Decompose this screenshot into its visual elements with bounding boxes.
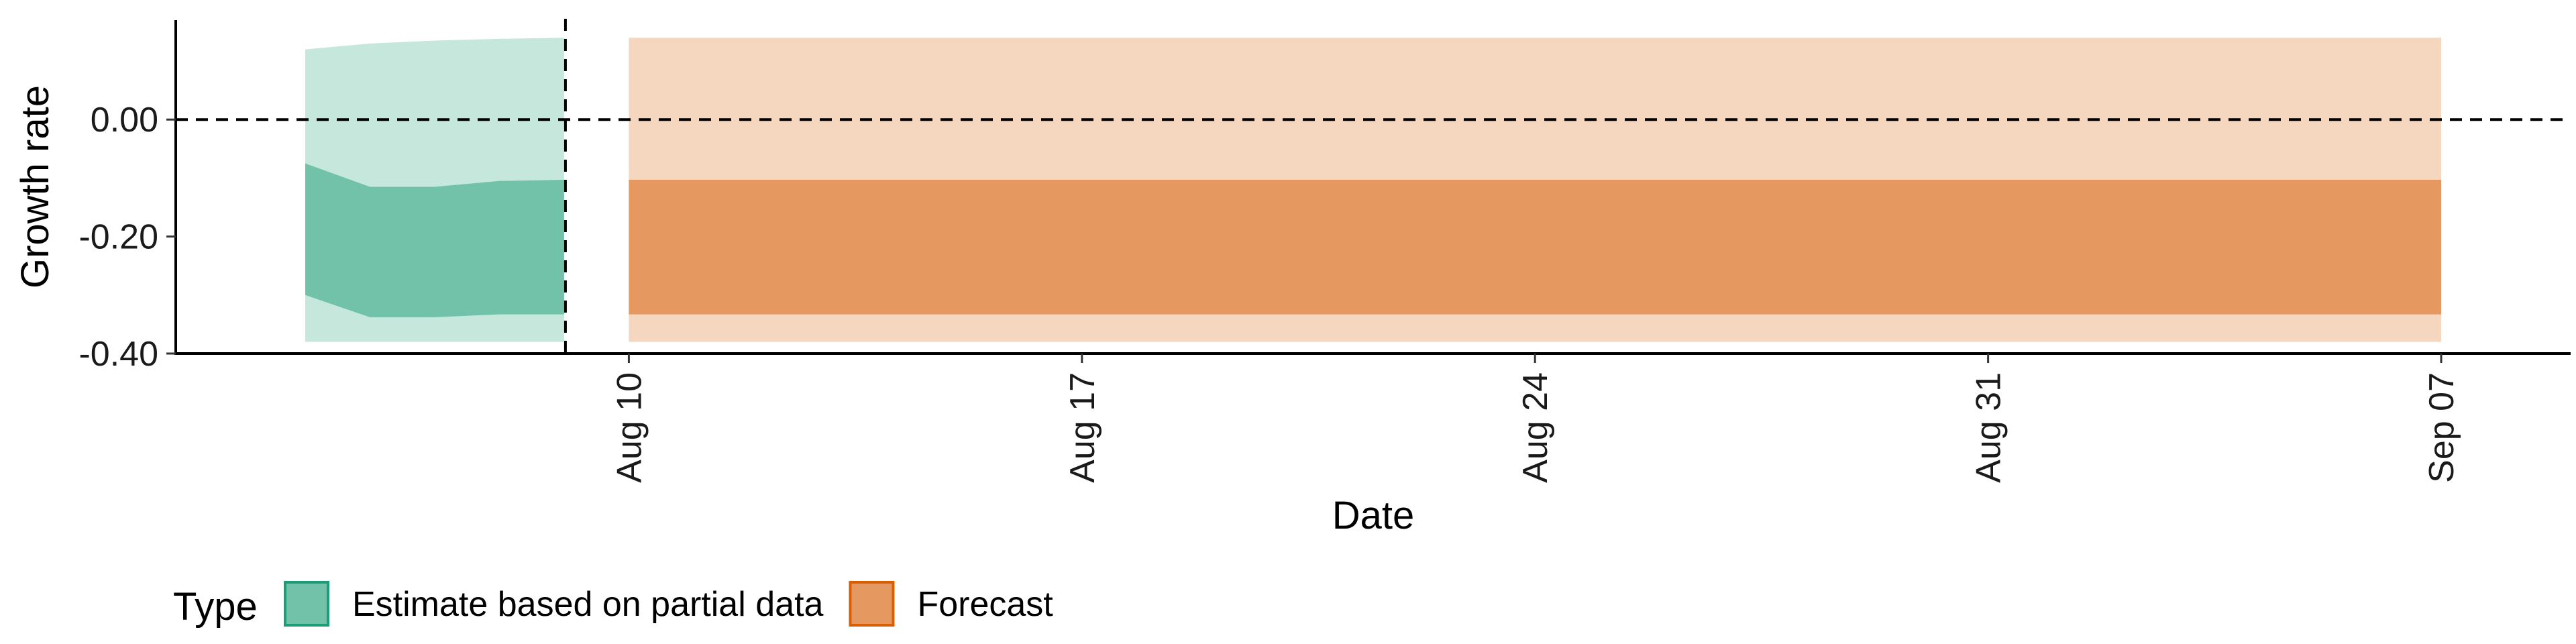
legend-title: Type <box>173 585 258 629</box>
x-tick-label: Aug 17 <box>1063 372 1102 483</box>
y-tick-label: 0.00 <box>91 101 158 140</box>
x-tick-label: Aug 31 <box>1970 372 2008 483</box>
y-tick-label: -0.40 <box>78 335 158 374</box>
y-axis-ticks: 0.00 -0.20 -0.40 <box>78 101 176 374</box>
x-axis-title: Date <box>1332 494 1415 537</box>
plot-bands <box>305 38 2442 342</box>
legend: Type Estimate based on partial data Forec… <box>173 581 1053 629</box>
estimate-based-on-partial-data-inner-interval <box>305 163 564 317</box>
x-tick-label: Aug 10 <box>610 372 649 483</box>
forecast-inner-interval <box>629 180 2442 315</box>
legend-label: Forecast <box>917 585 1053 624</box>
x-tick-label: Aug 24 <box>1516 372 1555 483</box>
legend-swatch <box>849 581 895 627</box>
legend-label: Estimate based on partial data <box>352 585 824 624</box>
y-axis-title: Growth rate <box>13 85 57 288</box>
legend-swatch <box>284 581 329 627</box>
x-tick-label: Sep 07 <box>2422 372 2461 483</box>
x-axis-ticks: Aug 10 Aug 17 Aug 24 Aug 31 Sep 07 <box>610 354 2461 483</box>
y-tick-label: -0.20 <box>78 218 158 257</box>
